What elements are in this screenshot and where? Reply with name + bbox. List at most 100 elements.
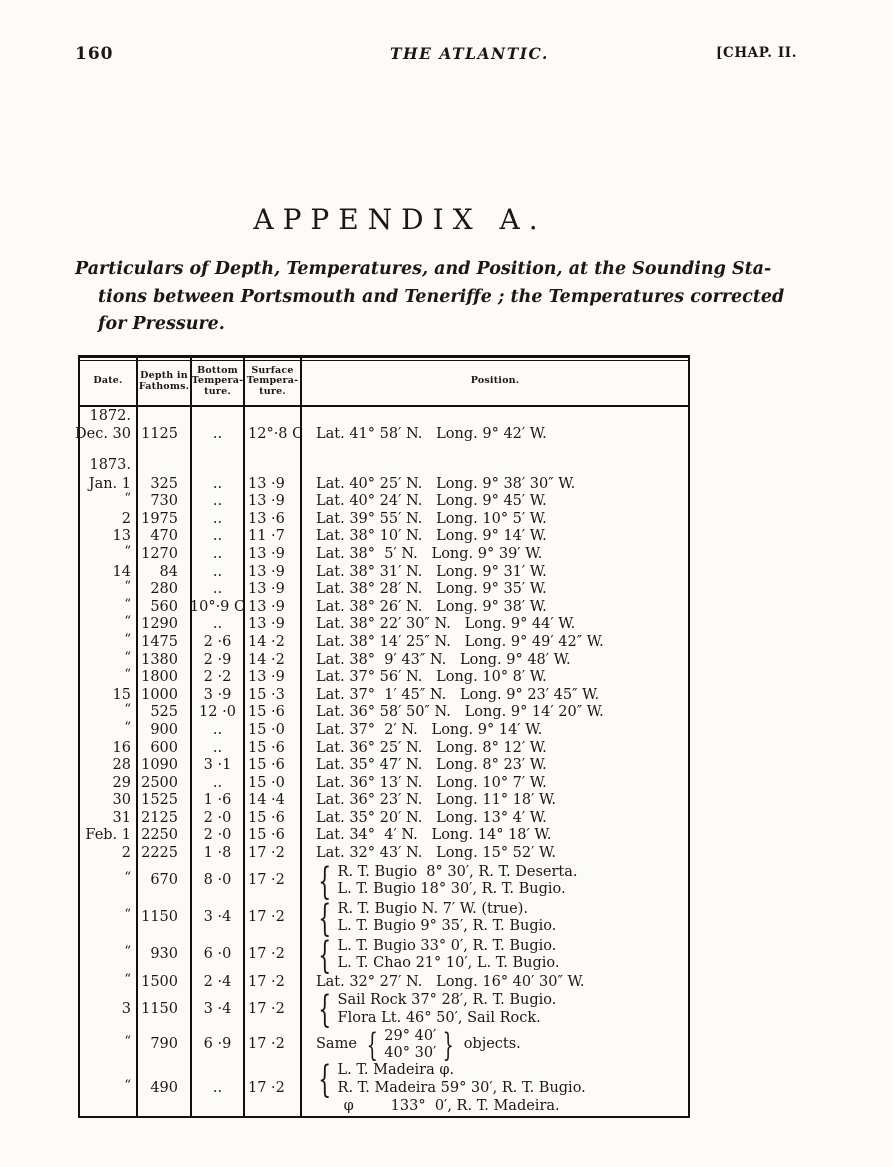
position-cell: Lat. 36° 58′ 50″ N. Long. 9° 14′ 20″ W.	[300, 704, 688, 722]
surface-temp-cell: 13 ·9	[243, 616, 300, 634]
surface-temp-cell: 15 ·6	[243, 739, 300, 758]
running-title: THE ATLANTIC.	[390, 44, 549, 63]
surface-temp-cell: 14 ·2	[243, 651, 300, 670]
position-line: Lat. 38° 9′ 43″ N. Long. 9° 48′ W.	[316, 651, 571, 668]
position-line: Lat. 38° 26′ N. Long. 9° 38′ W.	[316, 598, 547, 615]
table-row: Jan. 1 325.. 13 ·9 Lat. 40° 25′ N. Long. 9°…	[80, 475, 688, 494]
position-cell: Lat. 36° 25′ N. Long. 8° 12′ W.	[300, 739, 688, 758]
surface-temp-cell: 15 ·6	[243, 704, 300, 722]
surface-temp-cell: 13 ·9	[243, 475, 300, 494]
position-line: Lat. 37° 2′ N. Long. 9° 14′ W.	[316, 721, 543, 738]
table-caption: Particulars of Depth, Temperatures, and …	[75, 256, 823, 339]
position-line: Lat. 35° 47′ N. Long. 8° 23′ W.	[316, 757, 547, 774]
surface-temp-cell: 17 ·2	[243, 862, 300, 900]
header-surface-line3: ture.	[259, 385, 286, 397]
position-entry: {R. T. Bugio N. 7′ W. (true). L. T. Bugio…	[316, 900, 556, 937]
ditto-mark: “	[124, 907, 131, 923]
page-number: 160	[75, 44, 114, 64]
position-cell: Lat. 36° 23′ N. Long. 11° 18′ W.	[300, 792, 688, 810]
table-row: 3 1150 3 ·4 17 ·2{Sail Rock 37° 28′, R. T. …	[80, 991, 688, 1029]
ditto-mark: “	[124, 596, 131, 612]
date-cell: “	[80, 972, 136, 992]
table-row: “ 670 8 ·0 17 ·2{R. T. Bugio 8° 30′, R. T. …	[80, 862, 688, 900]
date-cell: Feb. 1	[85, 827, 131, 844]
same-label: Same	[316, 1035, 357, 1052]
depth-cell: 1475	[136, 633, 190, 652]
surface-temp-cell: 13 ·9	[243, 598, 300, 617]
depth-cell: 790	[136, 1028, 190, 1062]
year-row: 1872.	[80, 407, 688, 426]
position-line: Lat. 40° 24′ N. Long. 9° 45′ W.	[316, 493, 547, 510]
bottom-temp-cell: ..	[190, 528, 243, 546]
braced-lines: {L. T. Bugio 33° 0′, R. T. Bugio. L. T. C…	[316, 937, 559, 974]
position-cell: Lat. 35° 47′ N. Long. 8° 23′ W.	[300, 757, 688, 775]
surface-temp-cell: 13 ·9	[243, 545, 300, 564]
position-cell: Lat. 37° 1′ 45″ N. Long. 9° 23′ 45″ W.	[300, 686, 688, 705]
table-row: 13 470.. 11 ·7 Lat. 38° 10′ N. Long. 9° 14′…	[80, 528, 688, 546]
position-line: Lat. 38° 31′ N. Long. 9° 31′ W.	[316, 563, 547, 580]
position-cell: Lat. 35° 20′ N. Long. 13° 4′ W.	[300, 809, 688, 828]
position-line: Lat. 32° 27′ N. Long. 16° 40′ 30″ W.	[316, 973, 585, 990]
position-cell: Lat. 38° 31′ N. Long. 9° 31′ W.	[300, 563, 688, 582]
table-row: 2 2225 1 ·8 17 ·2 Lat. 32° 43′ N. Long. 15° …	[80, 845, 688, 863]
bottom-temp-cell: 1 ·8	[190, 845, 243, 863]
date-cell: “	[80, 900, 136, 937]
depth-cell: 900	[136, 721, 190, 740]
bottom-temp-cell: ..	[190, 721, 243, 740]
position-line: Lat. 36° 25′ N. Long. 8° 12′ W.	[316, 739, 547, 756]
position-line: Lat. 38° 5′ N. Long. 9° 39′ W.	[316, 545, 543, 562]
position-line: R. T. Bugio 8° 30′, R. T. Deserta.	[337, 863, 578, 880]
table-row: 29 2500.. 15 ·0 Lat. 36° 13′ N. Long. 10° 7…	[80, 774, 688, 793]
bottom-temp-cell: 2 ·2	[190, 669, 243, 687]
position-line: Lat. 40° 25′ N. Long. 9° 38′ 30″ W.	[316, 475, 576, 492]
header-bottom-line3: ture.	[204, 385, 231, 397]
angle-stack: 29° 40′ 40° 30′	[384, 1028, 436, 1061]
position-cell: Lat. 32° 27′ N. Long. 16° 40′ 30″ W.	[300, 973, 688, 992]
date-cell: 13	[112, 528, 131, 545]
date-cell: Dec. 30	[75, 426, 131, 442]
date-cell: 31	[112, 809, 131, 826]
date-cell: 14	[112, 563, 131, 580]
depth-cell: 2500	[136, 774, 190, 793]
header-surface-line2: Tempera-	[246, 375, 299, 387]
position-cell: Lat. 38° 26′ N. Long. 9° 38′ W.	[300, 598, 688, 617]
header-bottom-line1: Bottom	[197, 364, 238, 376]
same-objects-entry: Same {29° 40′ 40° 30′} objects.	[316, 1028, 521, 1061]
ditto-mark: “	[124, 870, 131, 886]
position-cell: Lat. 37° 56′ N. Long. 10° 8′ W.	[300, 669, 688, 687]
position-cell: Lat. 37° 2′ N. Long. 9° 14′ W.	[300, 721, 688, 740]
bottom-temp-cell: 3 ·9	[190, 686, 243, 705]
ditto-mark: “	[124, 719, 131, 735]
angle-value: 29° 40′	[384, 1028, 437, 1045]
depth-cell: 470	[136, 528, 190, 546]
table-row: 16 600.. 15 ·6 Lat. 36° 25′ N. Long. 8° 12′…	[80, 739, 688, 758]
bottom-temp-cell: 3 ·4	[190, 991, 243, 1029]
position-line: Lat. 36° 58′ 50″ N. Long. 9° 14′ 20″ W.	[316, 704, 604, 721]
spacer-row	[80, 443, 688, 457]
table-row: “1150 3 ·4 17 ·2{R. T. Bugio N. 7′ W. (tru…	[80, 899, 688, 937]
braced-lines: {L. T. Madeira φ. R. T. Madeira 59° 30′, …	[316, 1061, 585, 1098]
table-row: “ 1270.. 13 ·9 Lat. 38° 5′ N. Long. 9° 39′ …	[80, 543, 688, 564]
ditto-mark: “	[124, 1077, 131, 1093]
position-cell: Lat. 38° 9′ 43″ N. Long. 9° 48′ W.	[300, 651, 688, 670]
surface-temp-cell: 17 ·2	[243, 991, 300, 1029]
ditto-mark: “	[124, 543, 131, 559]
year-row: 1873.	[80, 456, 688, 476]
bottom-temp-cell	[190, 407, 243, 426]
ditto-mark: “	[124, 579, 131, 595]
bottom-temp-cell: 8 ·0	[190, 862, 243, 900]
depth-cell: 1150	[136, 899, 190, 937]
table-row: “ 280.. 13 ·9 Lat. 38° 28′ N. Long. 9° 35′ …	[80, 579, 688, 599]
depth-cell: 1290	[136, 616, 190, 634]
table-row: 14 84.. 13 ·9 Lat. 38° 31′ N. Long. 9° 31′ …	[80, 563, 688, 582]
date-cell: “	[80, 1061, 136, 1116]
table-row: 31 2125 2 ·0 15 ·6 Lat. 35° 20′ N. Long. 13°…	[80, 809, 688, 828]
date-cell: “	[80, 632, 136, 652]
table-row: “ 900.. 15 ·0 Lat. 37° 2′ N. Long. 9° 14′ W…	[80, 719, 688, 740]
position-cell: Lat. 38° 14′ 25″ N. Long. 9° 49′ 42″ W.	[300, 633, 688, 652]
position-extra-line: φ 133° 0′, R. T. Madeira.	[316, 1098, 560, 1115]
bottom-temp-cell: 3 ·4	[190, 899, 243, 937]
depth-cell: 670	[136, 862, 190, 900]
position-cell: {R. T. Bugio 8° 30′, R. T. Deserta. L. T.…	[300, 862, 688, 900]
bottom-temp-cell: ..	[190, 510, 243, 529]
